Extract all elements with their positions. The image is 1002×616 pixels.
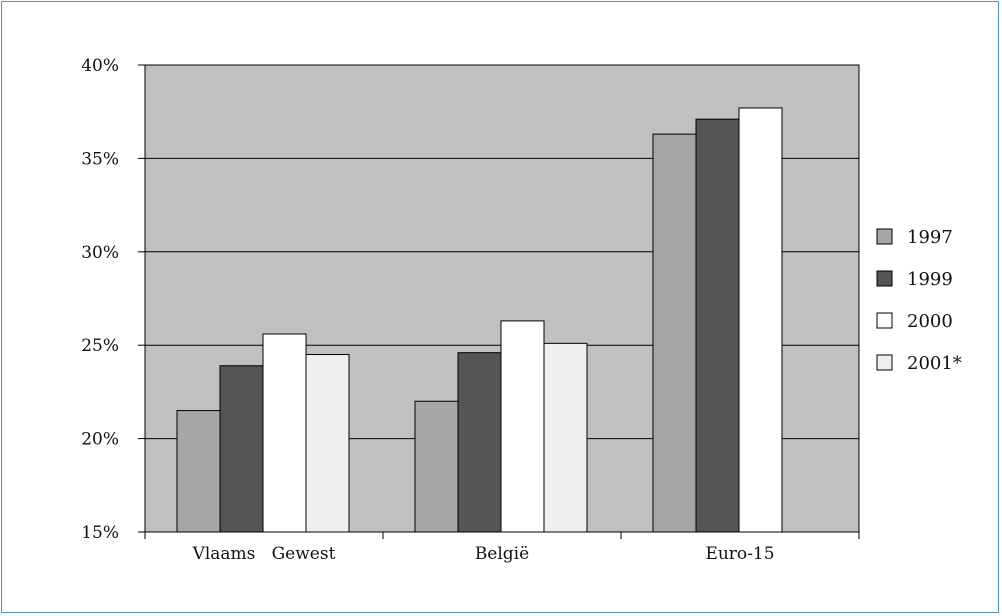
y-tick-label: 30%	[81, 243, 119, 263]
x-tick-label: Vlaams Gewest	[192, 544, 336, 564]
legend: 1997 1999 2000 2001*	[876, 227, 962, 374]
bar-1997-2	[414, 400, 459, 533]
bar-2001-2	[543, 342, 588, 533]
bar-1997-3	[652, 133, 697, 533]
y-axis: 15% 20% 25% 30% 35% 40%	[81, 56, 146, 543]
bar-2000-3	[738, 107, 783, 533]
bar-2000-1	[262, 333, 307, 533]
legend-label: 2000	[907, 311, 953, 332]
legend-swatch-2000	[876, 312, 893, 329]
x-axis: Vlaams Gewest België Euro-15	[144, 531, 860, 564]
legend-label: 1997	[907, 227, 953, 248]
bars	[176, 107, 783, 533]
bar-2000-2	[500, 320, 545, 533]
bar-1999-3	[695, 118, 740, 533]
bar-1999-2	[457, 352, 502, 533]
bar-1997-1	[176, 410, 221, 533]
legend-label: 2001*	[907, 353, 962, 374]
y-tick-label: 15%	[81, 523, 119, 543]
y-tick-label: 20%	[81, 430, 119, 450]
legend-swatch-1999	[876, 270, 893, 287]
bar-2001-1	[305, 354, 350, 533]
legend-label: 1999	[907, 269, 953, 290]
x-tick-label: Euro-15	[705, 544, 774, 564]
x-tick-label: België	[475, 544, 529, 564]
legend-swatch-2001	[876, 354, 893, 371]
y-tick-label: 25%	[81, 336, 119, 356]
bar-1999-1	[219, 365, 264, 533]
legend-swatch-1997	[876, 228, 893, 245]
y-tick-label: 35%	[81, 149, 119, 169]
y-tick-label: 40%	[81, 56, 119, 76]
